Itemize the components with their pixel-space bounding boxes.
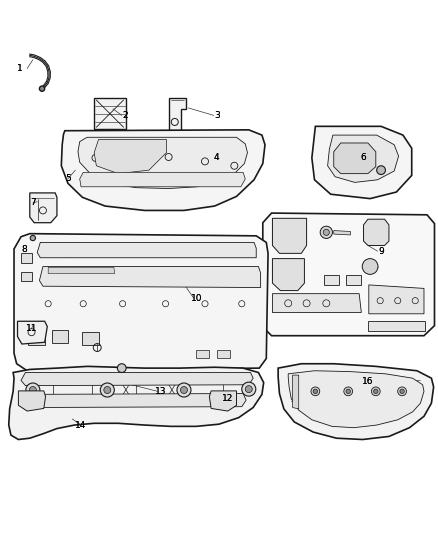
Polygon shape <box>324 275 339 285</box>
Circle shape <box>320 226 332 238</box>
Polygon shape <box>369 285 424 314</box>
Circle shape <box>39 86 45 91</box>
Text: 4: 4 <box>214 154 219 163</box>
Circle shape <box>242 382 256 396</box>
Text: 6: 6 <box>360 154 367 163</box>
Circle shape <box>311 387 320 395</box>
Polygon shape <box>48 268 115 273</box>
Text: 3: 3 <box>214 111 220 120</box>
Text: 14: 14 <box>75 421 87 430</box>
Text: 9: 9 <box>378 247 384 256</box>
Polygon shape <box>61 130 265 211</box>
Circle shape <box>323 229 329 236</box>
Text: 7: 7 <box>30 198 36 207</box>
Text: 2: 2 <box>122 111 127 120</box>
Text: 13: 13 <box>155 387 167 396</box>
Polygon shape <box>94 98 126 130</box>
Circle shape <box>29 386 36 393</box>
Polygon shape <box>18 391 46 411</box>
Polygon shape <box>30 193 57 223</box>
Circle shape <box>374 389 378 393</box>
Polygon shape <box>272 259 304 290</box>
Text: 3: 3 <box>214 111 220 120</box>
Text: 6: 6 <box>360 154 367 163</box>
Text: 8: 8 <box>21 245 27 254</box>
Polygon shape <box>293 375 299 409</box>
Polygon shape <box>80 172 245 187</box>
Text: 12: 12 <box>222 394 233 403</box>
Text: 8: 8 <box>21 245 27 254</box>
Text: 12: 12 <box>222 394 233 403</box>
Polygon shape <box>272 294 361 312</box>
Polygon shape <box>23 393 246 408</box>
Circle shape <box>346 389 350 393</box>
Text: 14: 14 <box>75 421 87 430</box>
Polygon shape <box>21 373 253 386</box>
Polygon shape <box>272 219 307 253</box>
Circle shape <box>245 386 252 393</box>
Polygon shape <box>169 98 186 133</box>
Circle shape <box>100 383 114 397</box>
Polygon shape <box>263 213 434 336</box>
Polygon shape <box>52 330 68 343</box>
Text: 1: 1 <box>17 64 23 73</box>
Circle shape <box>313 389 318 393</box>
Polygon shape <box>346 275 361 285</box>
Circle shape <box>345 152 356 163</box>
Circle shape <box>344 387 353 395</box>
Text: 5: 5 <box>65 174 71 183</box>
Text: 10: 10 <box>191 294 203 303</box>
Text: 11: 11 <box>26 324 37 333</box>
Polygon shape <box>364 219 389 246</box>
Text: 11: 11 <box>26 324 37 333</box>
Polygon shape <box>18 321 47 344</box>
Polygon shape <box>196 350 209 359</box>
Text: 1: 1 <box>17 64 23 73</box>
Text: 16: 16 <box>362 377 374 386</box>
Polygon shape <box>78 138 247 189</box>
Polygon shape <box>21 253 32 263</box>
Polygon shape <box>21 272 32 281</box>
Polygon shape <box>209 391 237 411</box>
Polygon shape <box>368 321 425 332</box>
Text: 5: 5 <box>65 174 71 183</box>
Text: 16: 16 <box>362 377 374 386</box>
Circle shape <box>64 252 69 257</box>
Polygon shape <box>39 266 261 287</box>
Polygon shape <box>160 151 170 176</box>
Polygon shape <box>334 231 350 235</box>
Circle shape <box>30 236 35 241</box>
Text: 2: 2 <box>122 111 127 120</box>
Circle shape <box>371 387 380 395</box>
Text: 10: 10 <box>191 294 203 303</box>
Polygon shape <box>101 130 118 138</box>
Polygon shape <box>334 143 376 174</box>
Polygon shape <box>9 366 264 440</box>
Polygon shape <box>82 332 99 345</box>
Text: 13: 13 <box>155 387 167 396</box>
Circle shape <box>104 386 111 393</box>
Polygon shape <box>217 350 230 359</box>
Polygon shape <box>288 371 424 427</box>
Circle shape <box>26 383 40 397</box>
Circle shape <box>400 389 404 393</box>
Text: 7: 7 <box>30 198 36 207</box>
Circle shape <box>117 364 126 373</box>
Polygon shape <box>94 140 166 174</box>
Polygon shape <box>37 243 256 258</box>
Circle shape <box>180 386 187 393</box>
Circle shape <box>377 166 385 174</box>
Circle shape <box>177 383 191 397</box>
Polygon shape <box>28 332 45 345</box>
Polygon shape <box>278 364 434 440</box>
Polygon shape <box>328 135 399 182</box>
Text: 4: 4 <box>214 154 219 163</box>
Polygon shape <box>14 233 268 371</box>
Circle shape <box>398 387 406 395</box>
Circle shape <box>362 259 378 274</box>
Polygon shape <box>312 126 412 199</box>
Text: 9: 9 <box>378 247 384 256</box>
